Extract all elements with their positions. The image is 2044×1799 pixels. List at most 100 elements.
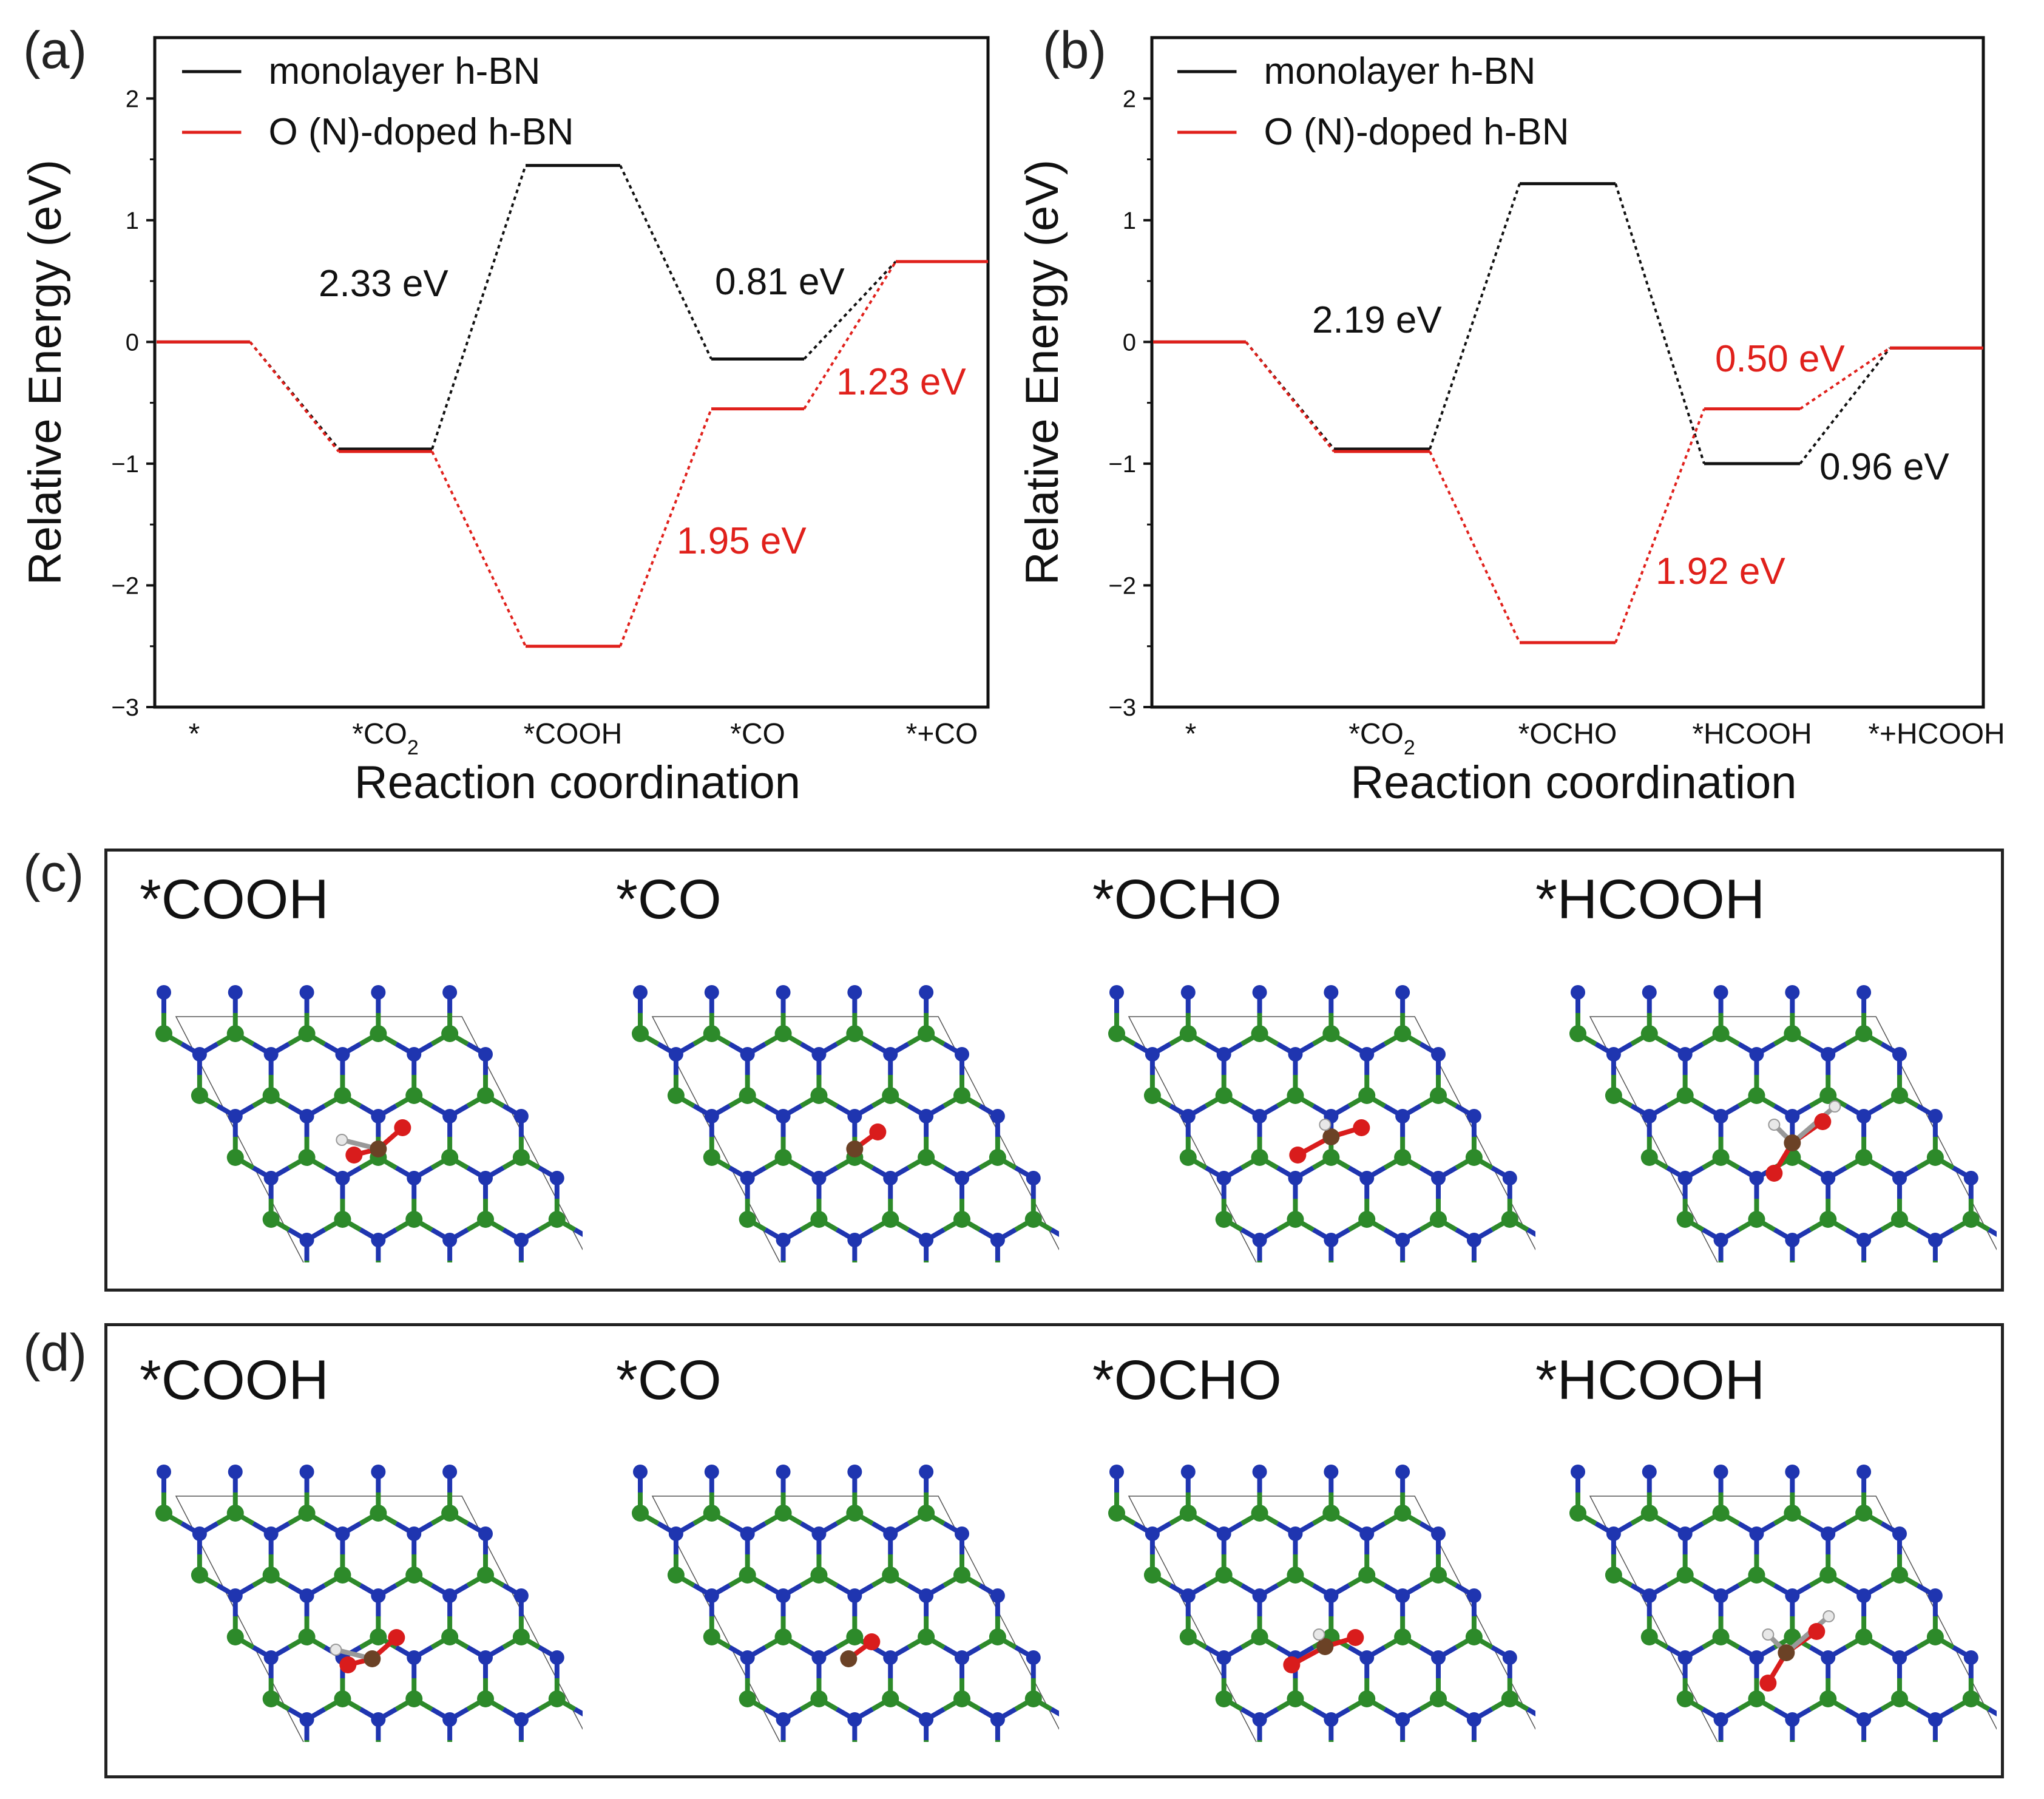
boron-atom bbox=[370, 1628, 387, 1645]
nitrogen-atom bbox=[1606, 1047, 1621, 1062]
boron-atom bbox=[1855, 1149, 1873, 1166]
nitrogen-atom bbox=[990, 1712, 1005, 1727]
boron-atom bbox=[1855, 1505, 1873, 1522]
boron-atom bbox=[441, 1505, 459, 1522]
boron-atom bbox=[1605, 1567, 1622, 1584]
nitrogen-atom bbox=[883, 1171, 898, 1185]
d-title-co: *CO bbox=[616, 1349, 722, 1411]
nitrogen-atom bbox=[1395, 1233, 1410, 1247]
boron-atom bbox=[1358, 1567, 1376, 1584]
nitrogen-atom bbox=[1216, 1047, 1231, 1062]
boron-atom bbox=[1024, 1690, 1042, 1707]
legend-label: O (N)-doped h-BN bbox=[269, 111, 574, 153]
category-label: * bbox=[189, 718, 200, 750]
panel-label-b: (b) bbox=[1043, 21, 1107, 80]
nitrogen-atom bbox=[955, 1650, 970, 1665]
nitrogen-atom bbox=[1856, 1465, 1872, 1479]
chart-a: 2 1 0 −2 −1 −3 Relative Energy (eV) Reaction co… bbox=[19, 36, 990, 807]
nitrogen-atom bbox=[1642, 985, 1657, 1000]
nitrogen-atom bbox=[811, 1526, 827, 1541]
nitrogen-atom bbox=[1749, 1171, 1764, 1185]
oxygen-atom bbox=[345, 1147, 363, 1164]
lattice-group bbox=[1108, 1465, 1535, 1742]
hydrogen-atom bbox=[1822, 1610, 1835, 1622]
boron-atom bbox=[918, 1505, 935, 1522]
nitrogen-atom bbox=[1856, 1588, 1872, 1603]
nitrogen-atom bbox=[776, 985, 791, 1000]
boron-atom bbox=[989, 1628, 1006, 1645]
carbon-atom bbox=[364, 1650, 381, 1667]
oxygen-atom bbox=[1808, 1623, 1826, 1640]
nitrogen-atom bbox=[442, 1465, 458, 1479]
lattice-group bbox=[1569, 1465, 1997, 1742]
adsorbate-bond bbox=[1790, 1104, 1836, 1145]
nitrogen-atom bbox=[478, 1171, 493, 1185]
nitrogen-atom bbox=[371, 1588, 386, 1603]
carbon-atom bbox=[1784, 1134, 1801, 1151]
boron-atom bbox=[739, 1211, 756, 1228]
nitrogen-atom bbox=[1677, 1526, 1693, 1541]
y-tick-label: 1 bbox=[126, 208, 139, 234]
oxygen-atom bbox=[1759, 1675, 1777, 1692]
nitrogen-atom bbox=[407, 1526, 422, 1541]
boron-atom bbox=[370, 1505, 387, 1522]
lattice-group bbox=[155, 985, 583, 1262]
nitrogen-atom bbox=[1713, 1233, 1728, 1247]
category-label: *+HCOOH bbox=[1868, 718, 2005, 750]
nitrogen-atom bbox=[263, 1650, 279, 1665]
nitrogen-atom bbox=[1856, 1109, 1872, 1123]
nitrogen-atom bbox=[1927, 1712, 1943, 1727]
nitrogen-atom bbox=[1571, 985, 1585, 1000]
boron-atom bbox=[1712, 1149, 1730, 1166]
boron-atom bbox=[774, 1505, 792, 1522]
bond bbox=[1050, 1707, 1059, 1716]
boron-atom bbox=[703, 1628, 720, 1645]
carbon-atom bbox=[1316, 1638, 1334, 1655]
boron-atom bbox=[512, 1628, 530, 1645]
nitrogen-atom bbox=[1785, 1109, 1800, 1123]
nitrogen-atom bbox=[1963, 1650, 1978, 1665]
boron-atom bbox=[1215, 1211, 1233, 1228]
nitrogen-atom bbox=[407, 1650, 422, 1665]
nitrogen-atom bbox=[1927, 1109, 1943, 1123]
nitrogen-atom bbox=[1821, 1526, 1836, 1541]
boron-atom bbox=[1676, 1087, 1694, 1104]
boron-atom bbox=[953, 1087, 971, 1104]
unit-cell-outline bbox=[1128, 1016, 1535, 1262]
nitrogen-atom bbox=[633, 985, 648, 1000]
nitrogen-atom bbox=[776, 1109, 791, 1123]
lattice-d-cooh bbox=[155, 1465, 583, 1742]
nitrogen-atom bbox=[549, 1650, 564, 1665]
oxygen-atom bbox=[1283, 1656, 1301, 1673]
boron-atom bbox=[953, 1567, 971, 1584]
carbon-atom bbox=[1778, 1644, 1795, 1661]
boron-atom bbox=[1143, 1087, 1161, 1104]
boron-atom bbox=[512, 1149, 530, 1166]
nitrogen-atom bbox=[990, 1233, 1005, 1247]
nitrogen-atom bbox=[1395, 1712, 1410, 1727]
nitrogen-atom bbox=[1431, 1047, 1446, 1062]
boron-atom bbox=[1215, 1567, 1233, 1584]
legend-label: O (N)-doped h-BN bbox=[1264, 111, 1569, 153]
legend-label: monolayer h-BN bbox=[269, 50, 541, 92]
oxygen-atom bbox=[1347, 1629, 1364, 1646]
nitrogen-atom bbox=[1288, 1047, 1303, 1062]
nitrogen-atom bbox=[549, 1171, 564, 1185]
nitrogen-atom bbox=[442, 1712, 458, 1727]
nitrogen-atom bbox=[919, 985, 934, 1000]
boron-atom bbox=[810, 1211, 828, 1228]
energy-connector-black bbox=[1614, 183, 1705, 464]
boron-atom bbox=[1322, 1149, 1340, 1166]
nitrogen-atom bbox=[442, 1233, 458, 1247]
boron-atom bbox=[632, 1025, 649, 1042]
boron-atom bbox=[1640, 1505, 1658, 1522]
boron-atom bbox=[1287, 1690, 1304, 1707]
nitrogen-atom bbox=[263, 1171, 279, 1185]
y-tick-label: 2 bbox=[1123, 86, 1136, 112]
c-title-ocho: *OCHO bbox=[1092, 869, 1282, 930]
boron-atom bbox=[1024, 1211, 1042, 1228]
boron-atom bbox=[1891, 1567, 1909, 1584]
boron-atom bbox=[298, 1628, 316, 1645]
boron-atom bbox=[1819, 1690, 1837, 1707]
nitrogen-atom bbox=[371, 1233, 386, 1247]
